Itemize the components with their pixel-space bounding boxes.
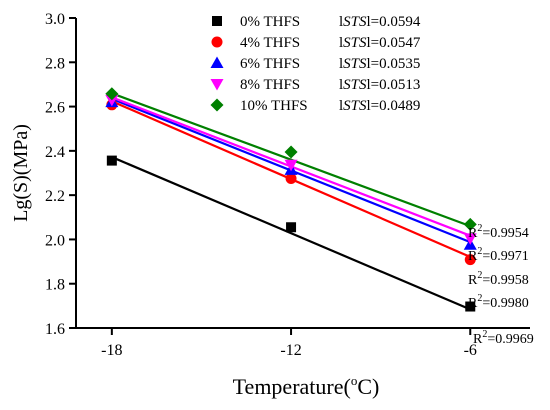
legend: 0% THFS lSTSl=0.0594 4% THFS lSTSl=0.0547 6%…: [210, 14, 421, 114]
y-tick-label: 1.6: [45, 321, 65, 338]
legend-marker: [210, 98, 224, 112]
data-point-series-3: [284, 159, 298, 172]
y-tick-label: 1.8: [45, 277, 65, 294]
y-tick-label: 2.6: [45, 100, 65, 117]
legend-series-name: 6% THFS: [240, 56, 300, 72]
legend-series-name: 0% THFS: [240, 14, 300, 30]
legend-series-name: 8% THFS: [240, 77, 300, 93]
legend-sts-value: lSTSl=0.0594: [339, 14, 421, 30]
legend-marker: [210, 79, 224, 91]
data-point-series-4: [284, 145, 298, 159]
y-tick-label: 2.4: [45, 144, 65, 161]
fit-line-series-0: [111, 156, 471, 311]
r2-label-series-3: R2=0.9971: [468, 246, 529, 264]
legend-sts-value: lSTSl=0.0513: [339, 77, 420, 93]
data-point-series-0: [286, 222, 297, 233]
fit-line-series-4: [111, 92, 471, 228]
legend-marker: [211, 36, 223, 48]
y-tick-label: 2.8: [45, 55, 65, 72]
r2-label-series-0: R2=0.9969: [473, 329, 534, 347]
data-points: [105, 87, 477, 312]
data-point-series-4: [105, 87, 119, 101]
r2-label-series-4: R2=0.9954: [468, 223, 529, 241]
legend-series-name: 10% THFS: [240, 98, 308, 114]
y-tick-label: 2.0: [45, 232, 65, 249]
data-point-series-0: [106, 155, 117, 166]
x-tick-label: -12: [280, 342, 301, 359]
y-tick-label: 2.2: [45, 188, 65, 205]
x-axis-title: Temperature(oC): [233, 373, 380, 399]
fit-lines: [111, 92, 471, 311]
x-tick-label: -18: [101, 342, 122, 359]
y-axis-title: Lg(S)(MPa): [10, 124, 32, 222]
legend-marker: [212, 16, 222, 26]
legend-sts-value: lSTSl=0.0535: [339, 56, 420, 72]
r2-label-series-1: R2=0.9980: [468, 293, 529, 311]
r2-label-series-2: R2=0.9958: [468, 270, 529, 288]
legend-series-name: 4% THFS: [240, 35, 300, 51]
data-point-series-0: [465, 301, 476, 312]
legend-marker: [210, 56, 224, 68]
data-point-series-1: [464, 254, 476, 266]
legend-sts-value: lSTSl=0.0489: [339, 98, 420, 114]
data-point-series-1: [285, 173, 297, 185]
r2-labels: R2=0.9954 R2=0.9971 R2=0.9958 R2=0.9980 R2=0…: [468, 223, 534, 347]
x-tick-label: -6: [464, 342, 477, 359]
axes: 1.6 1.8 2.0 2.2 2.4 2.6 2.8 3.0 -18 -12 -6 Temperat…: [10, 11, 530, 399]
y-tick-label: 3.0: [45, 11, 65, 28]
data-point-series-3: [105, 94, 119, 107]
data-point-series-4: [463, 217, 477, 231]
legend-sts-value: lSTSl=0.0547: [339, 35, 421, 51]
data-point-series-3: [463, 233, 477, 245]
